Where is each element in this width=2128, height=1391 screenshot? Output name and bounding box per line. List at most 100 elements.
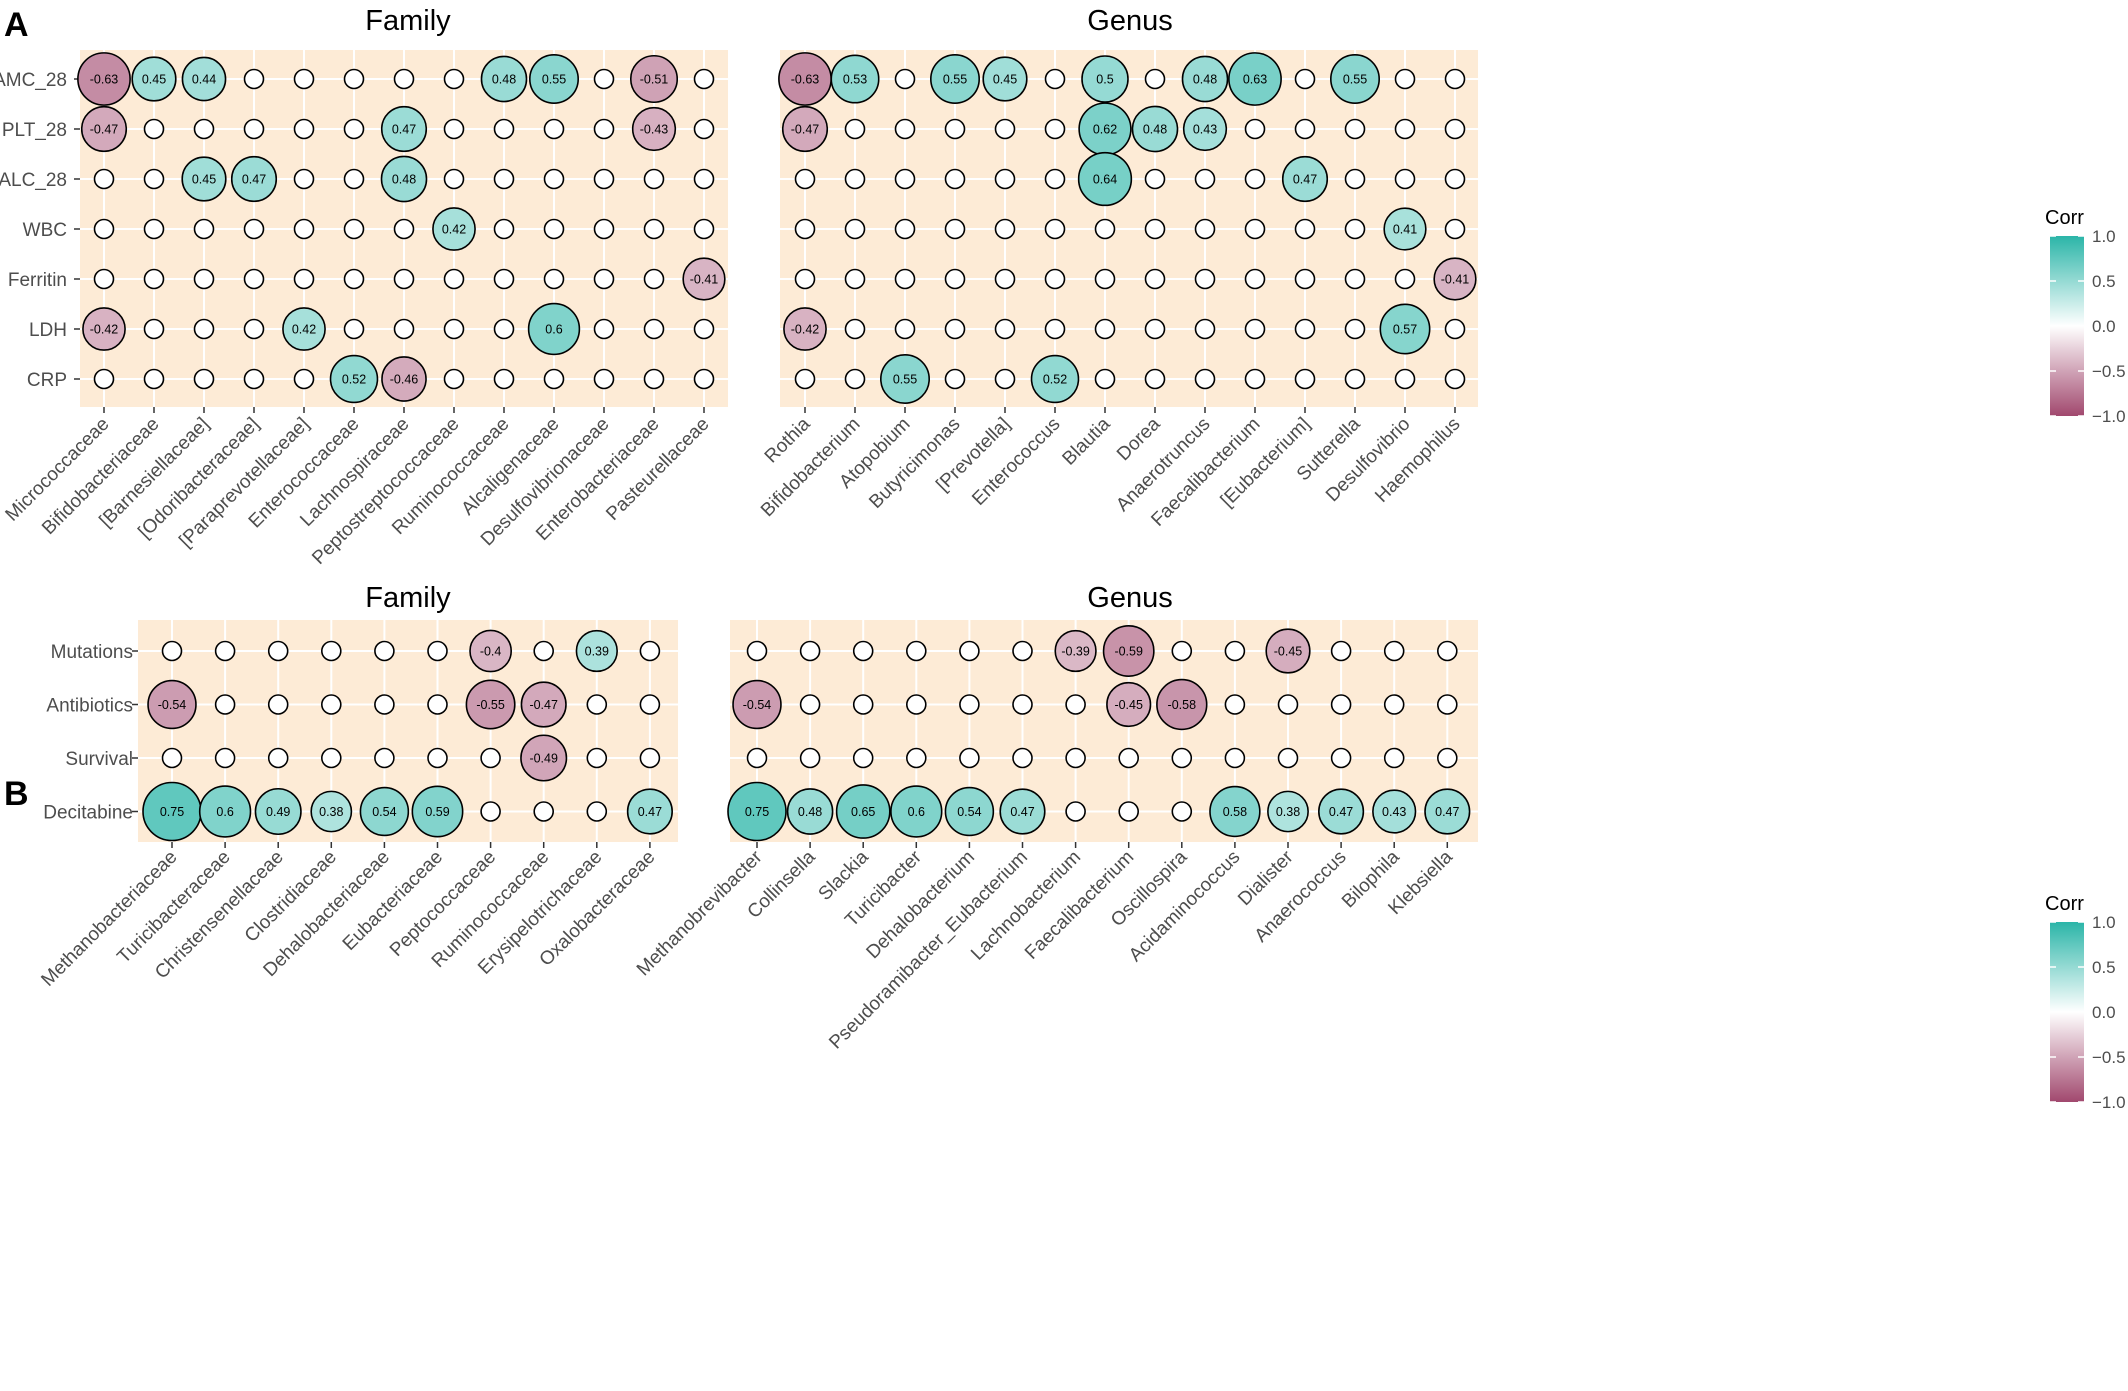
data-point xyxy=(944,318,966,340)
data-point xyxy=(193,118,215,140)
data-point xyxy=(783,307,827,351)
data-point xyxy=(93,368,115,390)
data-label: 0.54 xyxy=(957,805,981,819)
data-point xyxy=(894,118,916,140)
data-point xyxy=(1372,789,1417,834)
data-point xyxy=(282,307,326,351)
data-point xyxy=(1030,354,1080,404)
data-point xyxy=(1144,218,1166,240)
data-point xyxy=(343,68,365,90)
chart-title: Family xyxy=(365,5,451,37)
y-tick-label: AMC_28 xyxy=(0,70,67,91)
data-point xyxy=(1131,105,1179,153)
data-point xyxy=(427,747,448,769)
data-point xyxy=(746,747,768,769)
y-tick-label: LDH xyxy=(29,320,67,341)
y-tick-label: Antibiotics xyxy=(46,696,133,717)
data-label: 0.48 xyxy=(392,173,416,187)
data-point xyxy=(894,168,916,190)
data-point xyxy=(693,68,715,90)
chart-b-genus: GenusMethanobrevibacterCollinsellaSlacki… xyxy=(633,582,1478,1053)
data-point xyxy=(1330,53,1381,105)
data-label: -0.58 xyxy=(1168,698,1197,712)
data-point xyxy=(131,56,177,102)
data-point xyxy=(643,318,665,340)
data-point xyxy=(1012,640,1033,662)
data-point xyxy=(493,318,515,340)
data-point xyxy=(320,747,342,769)
data-point xyxy=(393,68,415,90)
data-point xyxy=(1244,318,1266,340)
data-label: 0.57 xyxy=(1393,323,1417,337)
data-point xyxy=(147,679,197,730)
data-point xyxy=(1065,694,1086,715)
data-point xyxy=(161,640,183,662)
legend-tick-label: −1.0 xyxy=(2092,407,2126,426)
data-label: 0.48 xyxy=(1193,73,1217,87)
data-point xyxy=(1294,218,1316,240)
data-point xyxy=(1144,368,1166,390)
data-point xyxy=(1077,151,1133,207)
data-point xyxy=(198,785,252,838)
data-point xyxy=(1044,118,1066,140)
data-point xyxy=(844,168,866,190)
data-label: 0.55 xyxy=(542,73,566,87)
data-point xyxy=(193,368,215,390)
data-label: 0.42 xyxy=(292,323,316,337)
data-point xyxy=(1044,218,1066,240)
data-label: -0.49 xyxy=(529,752,558,766)
data-point xyxy=(143,168,165,190)
legend-tick-label: 0.0 xyxy=(2092,317,2116,336)
data-point xyxy=(243,318,265,340)
data-label: 0.6 xyxy=(908,805,925,819)
data-point xyxy=(543,368,565,390)
data-point xyxy=(393,318,415,340)
data-label: 0.47 xyxy=(1435,805,1459,819)
data-point xyxy=(1444,68,1466,90)
data-point xyxy=(181,156,227,202)
data-point xyxy=(267,640,289,662)
data-point xyxy=(1433,257,1477,301)
data-point xyxy=(1144,318,1166,340)
data-point xyxy=(643,368,665,390)
data-point xyxy=(999,788,1046,835)
data-point xyxy=(994,218,1016,240)
data-point xyxy=(693,368,715,390)
data-point xyxy=(593,68,615,90)
chart-title: Genus xyxy=(1087,5,1172,37)
data-point xyxy=(1294,268,1316,290)
data-point xyxy=(781,105,829,153)
data-point xyxy=(527,302,581,356)
data-point xyxy=(543,218,565,240)
data-point xyxy=(543,118,565,140)
legend-tick-label: 1.0 xyxy=(2092,227,2116,246)
data-point xyxy=(380,155,428,203)
data-label: -0.54 xyxy=(743,698,772,712)
data-point xyxy=(374,747,395,769)
data-point xyxy=(1294,118,1316,140)
data-point xyxy=(343,218,365,240)
data-point xyxy=(693,168,715,190)
data-point xyxy=(1383,747,1405,769)
data-point xyxy=(1171,747,1193,769)
data-point xyxy=(380,105,428,153)
data-label: -0.42 xyxy=(791,323,820,337)
data-point xyxy=(629,54,679,104)
data-label: 0.47 xyxy=(242,173,266,187)
data-point xyxy=(852,747,874,769)
data-label: 0.53 xyxy=(843,73,867,87)
data-label: -0.45 xyxy=(1274,645,1303,659)
data-point xyxy=(593,218,615,240)
data-point xyxy=(1012,747,1033,769)
data-point xyxy=(944,268,966,290)
data-point xyxy=(359,786,410,837)
data-label: -0.46 xyxy=(390,373,419,387)
data-point xyxy=(1394,118,1416,140)
data-point xyxy=(343,268,365,290)
data-point xyxy=(1344,368,1366,390)
data-point xyxy=(1277,694,1299,715)
data-point xyxy=(1281,155,1329,203)
data-point xyxy=(1209,785,1261,838)
data-point xyxy=(533,640,555,662)
